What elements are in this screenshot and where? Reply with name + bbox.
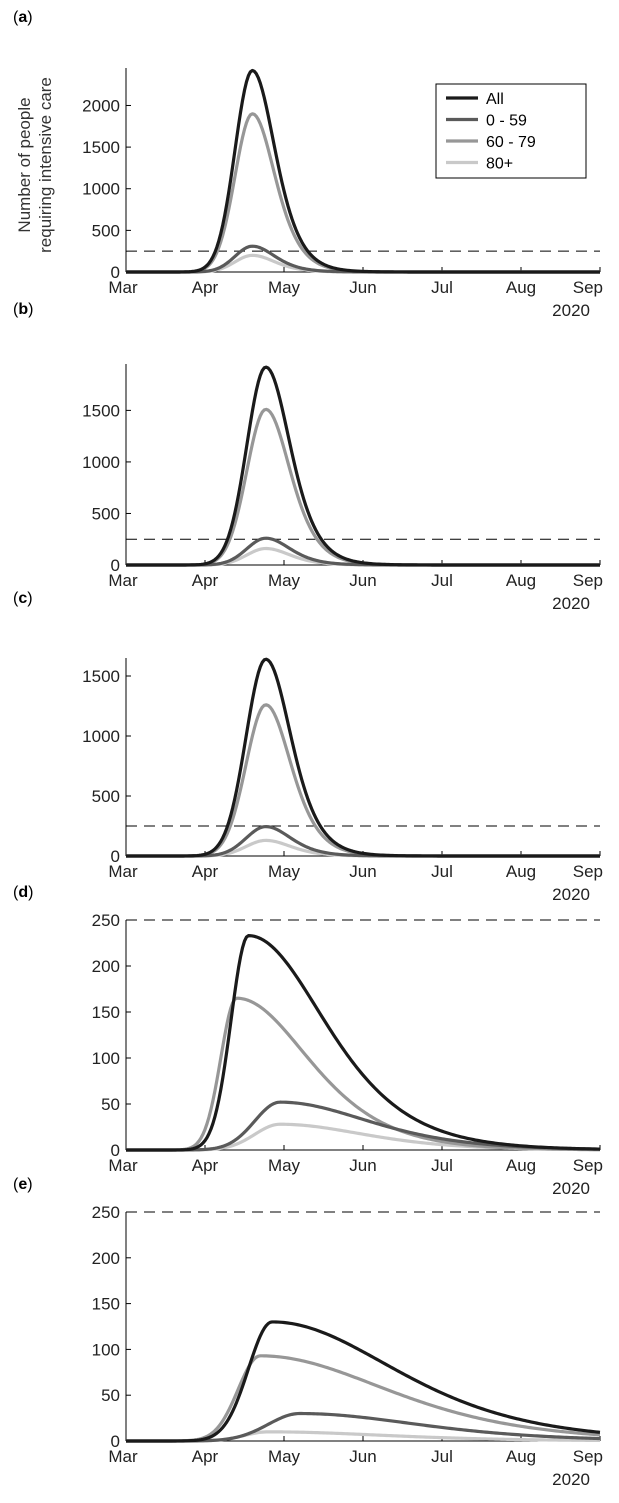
y-tick-label: 200 [92, 1249, 120, 1268]
y-tick-label: 1500 [82, 138, 120, 157]
x-tick-label: Sep [573, 571, 603, 590]
x-tick-label: Jul [431, 1156, 453, 1175]
y-axis-label: Number of people requiring intensive care [15, 77, 55, 253]
y-tick-label: 1000 [82, 180, 120, 199]
year-label: 2020 [552, 1470, 590, 1489]
legend: All 0 - 59 60 - 79 80+ [435, 83, 587, 179]
y-tick-label: 150 [92, 1003, 120, 1022]
y-tick-label: 1000 [82, 453, 120, 472]
x-tick-label: Jun [349, 862, 376, 881]
series-line-all [126, 68, 600, 274]
x-tick-label: May [268, 571, 301, 590]
legend-entry: 60 - 79 [486, 134, 536, 151]
y-tick-label: 50 [101, 1095, 120, 1114]
y-tick-label: 0 [111, 847, 120, 866]
y-tick-label: 0 [111, 263, 120, 282]
series-line-all [126, 1320, 601, 1443]
series-line-all [126, 657, 600, 858]
series-line-all [126, 365, 600, 567]
y-tick-label: 250 [92, 1203, 120, 1222]
x-tick-label: Apr [192, 278, 219, 297]
x-tick-label: May [268, 1447, 301, 1466]
y-tick-label: 0 [111, 556, 120, 575]
series-line-60-79 [126, 407, 600, 567]
panel-label: (b) [13, 301, 33, 318]
x-tick-label: Aug [506, 1447, 536, 1466]
series-line-0-59 [126, 1411, 601, 1443]
x-tick-label: Mar [108, 278, 138, 297]
x-tick-label: Jun [349, 1156, 376, 1175]
y-tick-label: 0 [111, 1432, 120, 1451]
x-tick-label: Sep [573, 278, 603, 297]
series-line-60-79 [126, 1354, 601, 1443]
panel-label: (c) [13, 590, 33, 607]
x-tick-label: Sep [573, 1447, 603, 1466]
x-tick-label: May [268, 278, 301, 297]
legend-entry: 80+ [486, 156, 513, 173]
y-tick-label: 100 [92, 1049, 120, 1068]
y-tick-label: 500 [92, 221, 120, 240]
y-tick-label: 50 [101, 1386, 120, 1405]
x-tick-label: Jul [431, 1447, 453, 1466]
y-tick-label: 500 [92, 787, 120, 806]
panel-label: (e) [13, 1176, 33, 1193]
x-tick-label: Apr [192, 571, 219, 590]
y-tick-label: 1500 [82, 401, 120, 420]
legend-entry: All [486, 91, 504, 108]
x-tick-label: Mar [108, 571, 138, 590]
x-tick-label: Jun [349, 278, 376, 297]
panel-label: (d) [13, 884, 33, 901]
y-tick-label: 250 [92, 911, 120, 930]
year-label: 2020 [552, 885, 590, 904]
x-tick-label: May [268, 862, 301, 881]
year-label: 2020 [552, 1179, 590, 1198]
x-tick-label: Jul [431, 862, 453, 881]
x-tick-label: Sep [573, 1156, 603, 1175]
series-line-all [126, 934, 601, 1152]
year-label: 2020 [552, 594, 590, 613]
chart-panel-4: (e) 0 50 100 150 200 250 Mar Apr May Jun Jul Aug Sep 2… [13, 1176, 603, 1489]
x-tick-label: Mar [108, 862, 138, 881]
x-tick-label: Aug [506, 278, 536, 297]
x-tick-label: Aug [506, 1156, 536, 1175]
y-tick-label: 150 [92, 1295, 120, 1314]
x-tick-label: Mar [108, 1156, 138, 1175]
year-label: 2020 [552, 301, 590, 320]
y-tick-label: 100 [92, 1340, 120, 1359]
x-tick-label: Aug [506, 862, 536, 881]
y-tick-label: 200 [92, 957, 120, 976]
x-tick-label: Aug [506, 571, 536, 590]
x-tick-label: Apr [192, 862, 219, 881]
x-tick-label: Jun [349, 1447, 376, 1466]
y-tick-label: 2000 [82, 96, 120, 115]
chart-panel-1: (b) 0 500 1000 1500 Mar Apr May Jun Jul Aug Sep 2020 [13, 301, 603, 613]
x-tick-label: Mar [108, 1447, 138, 1466]
chart-panel-0: (a) 0 500 1000 1500 2000 Mar Apr May Jun Jul Aug Sep… [13, 9, 603, 320]
panel-label: (a) [13, 9, 33, 26]
y-tick-label: 500 [92, 504, 120, 523]
chart-panel-3: (d) 0 50 100 150 200 250 Mar Apr May Jun Jul Aug Sep 2… [13, 884, 603, 1198]
x-tick-label: Jul [431, 571, 453, 590]
x-tick-label: Sep [573, 862, 603, 881]
y-tick-label: 1500 [82, 667, 120, 686]
x-tick-label: Apr [192, 1447, 219, 1466]
x-tick-label: Jun [349, 571, 376, 590]
x-tick-label: May [268, 1156, 301, 1175]
x-tick-label: Jul [431, 278, 453, 297]
x-tick-label: Apr [192, 1156, 219, 1175]
legend-entry: 0 - 59 [486, 113, 527, 130]
y-tick-label: 0 [111, 1141, 120, 1160]
y-tick-label: 1000 [82, 727, 120, 746]
series-line-60-79 [126, 703, 600, 858]
chart-panel-2: (c) 0 500 1000 1500 Mar Apr May Jun Jul Aug Sep 2020 [13, 590, 603, 904]
